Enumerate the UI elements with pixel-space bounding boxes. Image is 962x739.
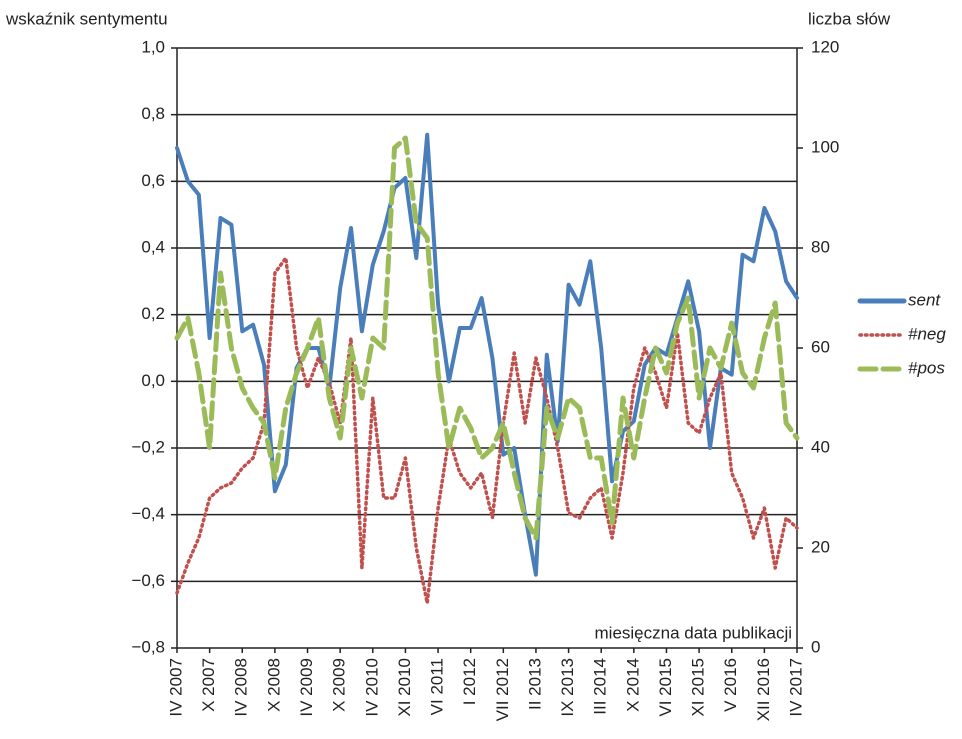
annotation: miesięczna data publikacji [595,623,793,642]
y2-tick-label: 60 [811,337,830,356]
x-tick-label: II 2013 [525,658,544,710]
x-tick-label: I 2012 [460,658,479,705]
y-tick-label: 0,2 [141,304,165,323]
x-tick-label: VI 2011 [428,658,447,715]
legend-label: #neg [908,324,946,343]
x-tick-label: IV 2008 [232,658,251,717]
series-line [175,256,799,605]
x-tick-label: IV 2007 [166,658,185,717]
y-tick-label: 0,8 [141,104,165,123]
x-tick-label: XII 2016 [754,658,773,721]
x-tick-label: IX 2013 [558,658,577,717]
y-tick-label: 1,0 [141,37,165,56]
x-tick-label: IV 2010 [362,658,381,717]
x-tick-label: X 2007 [199,658,218,712]
x-tick-label: X 2009 [330,658,349,712]
x-tick-label: XI 2010 [395,658,414,717]
x-tick-label: III 2014 [591,658,610,715]
x-tick-label: IV 2009 [297,658,316,717]
y2-tick-label: 0 [811,637,820,656]
legend-label: sent [908,290,941,309]
legend-label: #pos [908,358,945,377]
y2-axis-title: liczba słów [808,9,891,28]
y-tick-label: −0,2 [131,437,165,456]
y2-tick-label: 100 [811,137,839,156]
y-tick-label: −0,4 [131,504,165,523]
x-tick-label: VI 2015 [656,658,675,717]
series-line [174,135,800,541]
y-tick-label: −0,6 [131,571,165,590]
y2-tick-label: 120 [811,37,839,56]
series-line [175,132,799,577]
y2-tick-label: 40 [811,437,830,456]
x-tick-label: IV 2017 [786,658,805,717]
x-tick-label: X 2014 [623,658,642,712]
y2-tick-label: 80 [811,237,830,256]
x-tick-label: V 2016 [721,658,740,712]
y-axis-title: wskaźnik sentymentu [5,9,168,28]
x-tick-label: X 2008 [264,658,283,712]
x-tick-label: VII 2012 [493,658,512,721]
y-tick-label: 0,4 [141,237,165,256]
y-tick-label: 0,6 [141,171,165,190]
y2-tick-label: 20 [811,537,830,556]
y-tick-label: 0,0 [141,371,165,390]
x-tick-label: XI 2015 [689,658,708,717]
y-tick-label: −0,8 [131,637,165,656]
